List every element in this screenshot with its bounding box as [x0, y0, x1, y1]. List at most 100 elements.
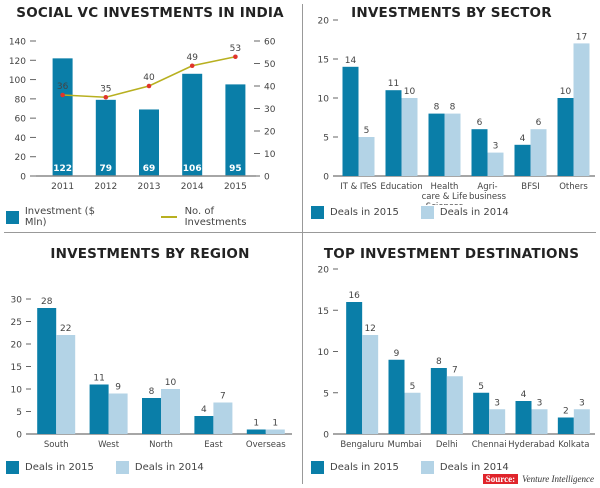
y2-tick-label: 60 [264, 38, 276, 48]
bar-value-label: 11 [93, 374, 104, 384]
y2-tick-label: 0 [264, 173, 270, 183]
y-tick-label: 25 [11, 318, 22, 328]
bar-value-label: 4 [201, 405, 207, 415]
legend-swatch-2015 [311, 206, 324, 219]
y-tick-label: 120 [9, 57, 26, 67]
legend-swatch-2014 [420, 206, 434, 219]
x-tick-label: Kolkata [558, 440, 589, 450]
source-name: Venture Intelligence [522, 474, 594, 484]
legend-swatch-line [160, 216, 177, 218]
bar-Agri-business-Deals in 2014 [487, 152, 504, 176]
bar-2012 [95, 99, 116, 176]
legend-label: Deals in 2015 [330, 462, 399, 473]
legend-item-2014: Deals in 2014 [420, 206, 509, 219]
bar-value-label: 6 [536, 118, 542, 128]
bar-value-label: 4 [520, 134, 526, 144]
line-value-label: 53 [230, 44, 241, 54]
chart-title: INVESTMENTS BY SECTOR [351, 5, 552, 21]
bar-value-label: 3 [579, 398, 585, 408]
y-tick-label: 140 [9, 38, 26, 48]
legend-label: Deals in 2014 [439, 207, 509, 218]
y-tick-label: 15 [11, 363, 22, 373]
x-tick-label: IT & ITeS [340, 182, 377, 192]
line-value-label: 36 [57, 82, 69, 92]
bar-value-label: 10 [560, 87, 572, 97]
bar-value-label: 5 [478, 382, 484, 392]
bar-South-Deals in 2015 [37, 308, 57, 434]
bar-BFSI-Deals in 2015 [514, 144, 531, 176]
panel-divider-horizontal [4, 232, 596, 233]
bar-West-Deals in 2015 [89, 384, 109, 434]
legend-item-2015: Deals in 2015 [6, 461, 94, 474]
bar-Chennai-Deals in 2015 [473, 392, 490, 434]
bar-IT & ITeS-Deals in 2014 [358, 137, 375, 176]
y-tick-label: 15 [318, 307, 329, 317]
y-tick-label: 40 [15, 134, 27, 144]
bar-value-label: 9 [115, 383, 121, 393]
legend-item-count: No. of Investments [160, 206, 278, 228]
y-tick-label: 20 [318, 17, 330, 27]
bar-Mumbai-Deals in 2014 [404, 392, 421, 434]
x-tick-label: East [204, 440, 223, 450]
legend-item-2015: Deals in 2015 [311, 461, 399, 474]
bar-value-label: 10 [404, 87, 416, 97]
bar-value-label: 5 [364, 126, 370, 136]
x-tick-label: Chennai [472, 440, 507, 450]
bar-Mumbai-Deals in 2015 [388, 359, 405, 434]
legend-swatch-bar [6, 210, 19, 224]
bar-value-label: 5 [410, 382, 416, 392]
chart-legend: Investment ($ Mln) No. of Investments [6, 206, 300, 228]
y-tick-label: 15 [318, 56, 329, 66]
y2-tick-label: 10 [264, 150, 276, 160]
bar-value-label: 22 [60, 324, 71, 334]
chart-legend: Deals in 2015 Deals in 2014 [6, 461, 226, 474]
bar-value-label: 79 [100, 164, 113, 174]
x-tick-label: care & Life [422, 192, 468, 202]
source-credit: Source: Venture Intelligence [482, 474, 594, 484]
bar-Health care & Life Sciences-Deals in 2014 [444, 113, 461, 176]
y-tick-label: 20 [11, 341, 23, 351]
y-tick-label: 10 [318, 95, 330, 105]
bar-East-Deals in 2015 [194, 416, 214, 434]
panel-social-vc: SOCIAL VC INVESTMENTS IN INDIA 0 20 40 60 80… [0, 0, 300, 232]
y-tick-label: 20 [15, 153, 27, 163]
line-point [103, 94, 109, 100]
x-tick-label: North [149, 440, 173, 450]
legend-swatch-2014 [115, 461, 129, 474]
bar-Bengaluru-Deals in 2014 [362, 335, 379, 434]
sector-chart: 0 5 10 15 20 14 5 IT & ITeS 11 10 Education 8 8 Healt… [318, 17, 595, 205]
bar-2011 [52, 58, 73, 176]
social-vc-chart: 0 20 40 60 80 100 120 140 0 10 20 30 40 50 60 122 2011 79… [9, 38, 276, 193]
destinations-chart: 051015201612Bengaluru95Mumbai87Delhi53Ch… [318, 266, 595, 450]
x-tick-label: Overseas [246, 440, 286, 450]
y2-tick-label: 30 [264, 105, 276, 115]
bar-Overseas-Deals in 2014 [265, 429, 285, 434]
y-tick-label: 10 [11, 386, 23, 396]
bar-North-Deals in 2014 [161, 389, 180, 434]
bar-value-label: 14 [345, 56, 357, 66]
y-tick-label: 10 [318, 348, 330, 358]
line-point [233, 54, 238, 60]
bar-Hyderabad-Deals in 2014 [531, 409, 548, 434]
bar-North-Deals in 2015 [142, 398, 161, 434]
line-point [146, 83, 152, 89]
x-tick-label: West [98, 440, 120, 450]
legend-swatch-2015 [6, 461, 19, 474]
line-value-label: 49 [186, 53, 198, 63]
bar-South-Deals in 2014 [56, 335, 76, 434]
y-tick-label: 5 [323, 389, 329, 399]
bar-value-label: 106 [183, 164, 202, 174]
x-tick-label: South [44, 440, 69, 450]
bar-value-label: 122 [53, 164, 72, 174]
bar-Agri-business-Deals in 2015 [471, 129, 488, 176]
bar-value-label: 1 [253, 419, 259, 429]
bar-value-label: 69 [143, 164, 156, 174]
panel-sector: INVESTMENTS BY SECTOR 0 5 10 15 20 14 5 IT & IT… [303, 0, 600, 232]
legend-label: Investment ($ Mln) [24, 206, 95, 228]
y-tick-label: 0 [323, 431, 329, 441]
x-tick-label: Hyderabad [508, 440, 555, 450]
bar-value-label: 10 [165, 378, 177, 388]
bar-BFSI-Deals in 2014 [530, 129, 547, 176]
bar-value-label: 16 [348, 291, 360, 301]
